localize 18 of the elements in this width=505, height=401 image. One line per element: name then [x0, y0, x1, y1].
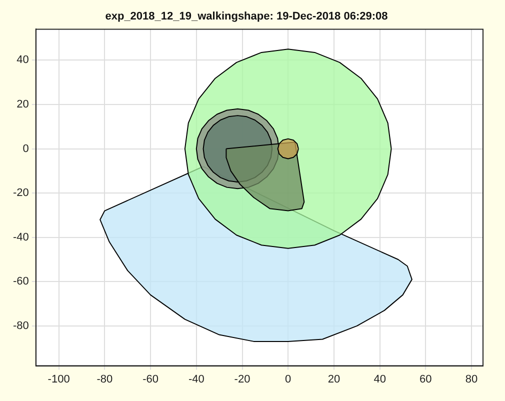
x-tick-label: 40: [374, 373, 386, 386]
x-tick-label: 20: [328, 373, 340, 386]
y-tick-label: 40: [16, 54, 29, 66]
x-tick-label: 0: [285, 373, 292, 386]
chart-title: exp_2018_12_19_walkingshape: 19-Dec-2018 06:29:08: [105, 10, 388, 23]
y-tick-label: -80: [12, 320, 29, 332]
x-tick-label: -100: [48, 373, 70, 386]
x-tick-label: -80: [96, 373, 113, 386]
y-tick-label: -60: [12, 276, 29, 288]
y-tick-label: 20: [16, 98, 29, 111]
x-tick-label: -20: [234, 373, 250, 386]
y-tick-label: -20: [12, 187, 29, 200]
y-tick-label: -40: [12, 231, 29, 244]
x-tick-label: -40: [188, 373, 204, 386]
x-tick-label: -60: [142, 373, 158, 386]
x-tick-label: 60: [420, 373, 432, 386]
x-tick-label: 80: [465, 373, 478, 386]
y-tick-label: 0: [22, 142, 29, 155]
